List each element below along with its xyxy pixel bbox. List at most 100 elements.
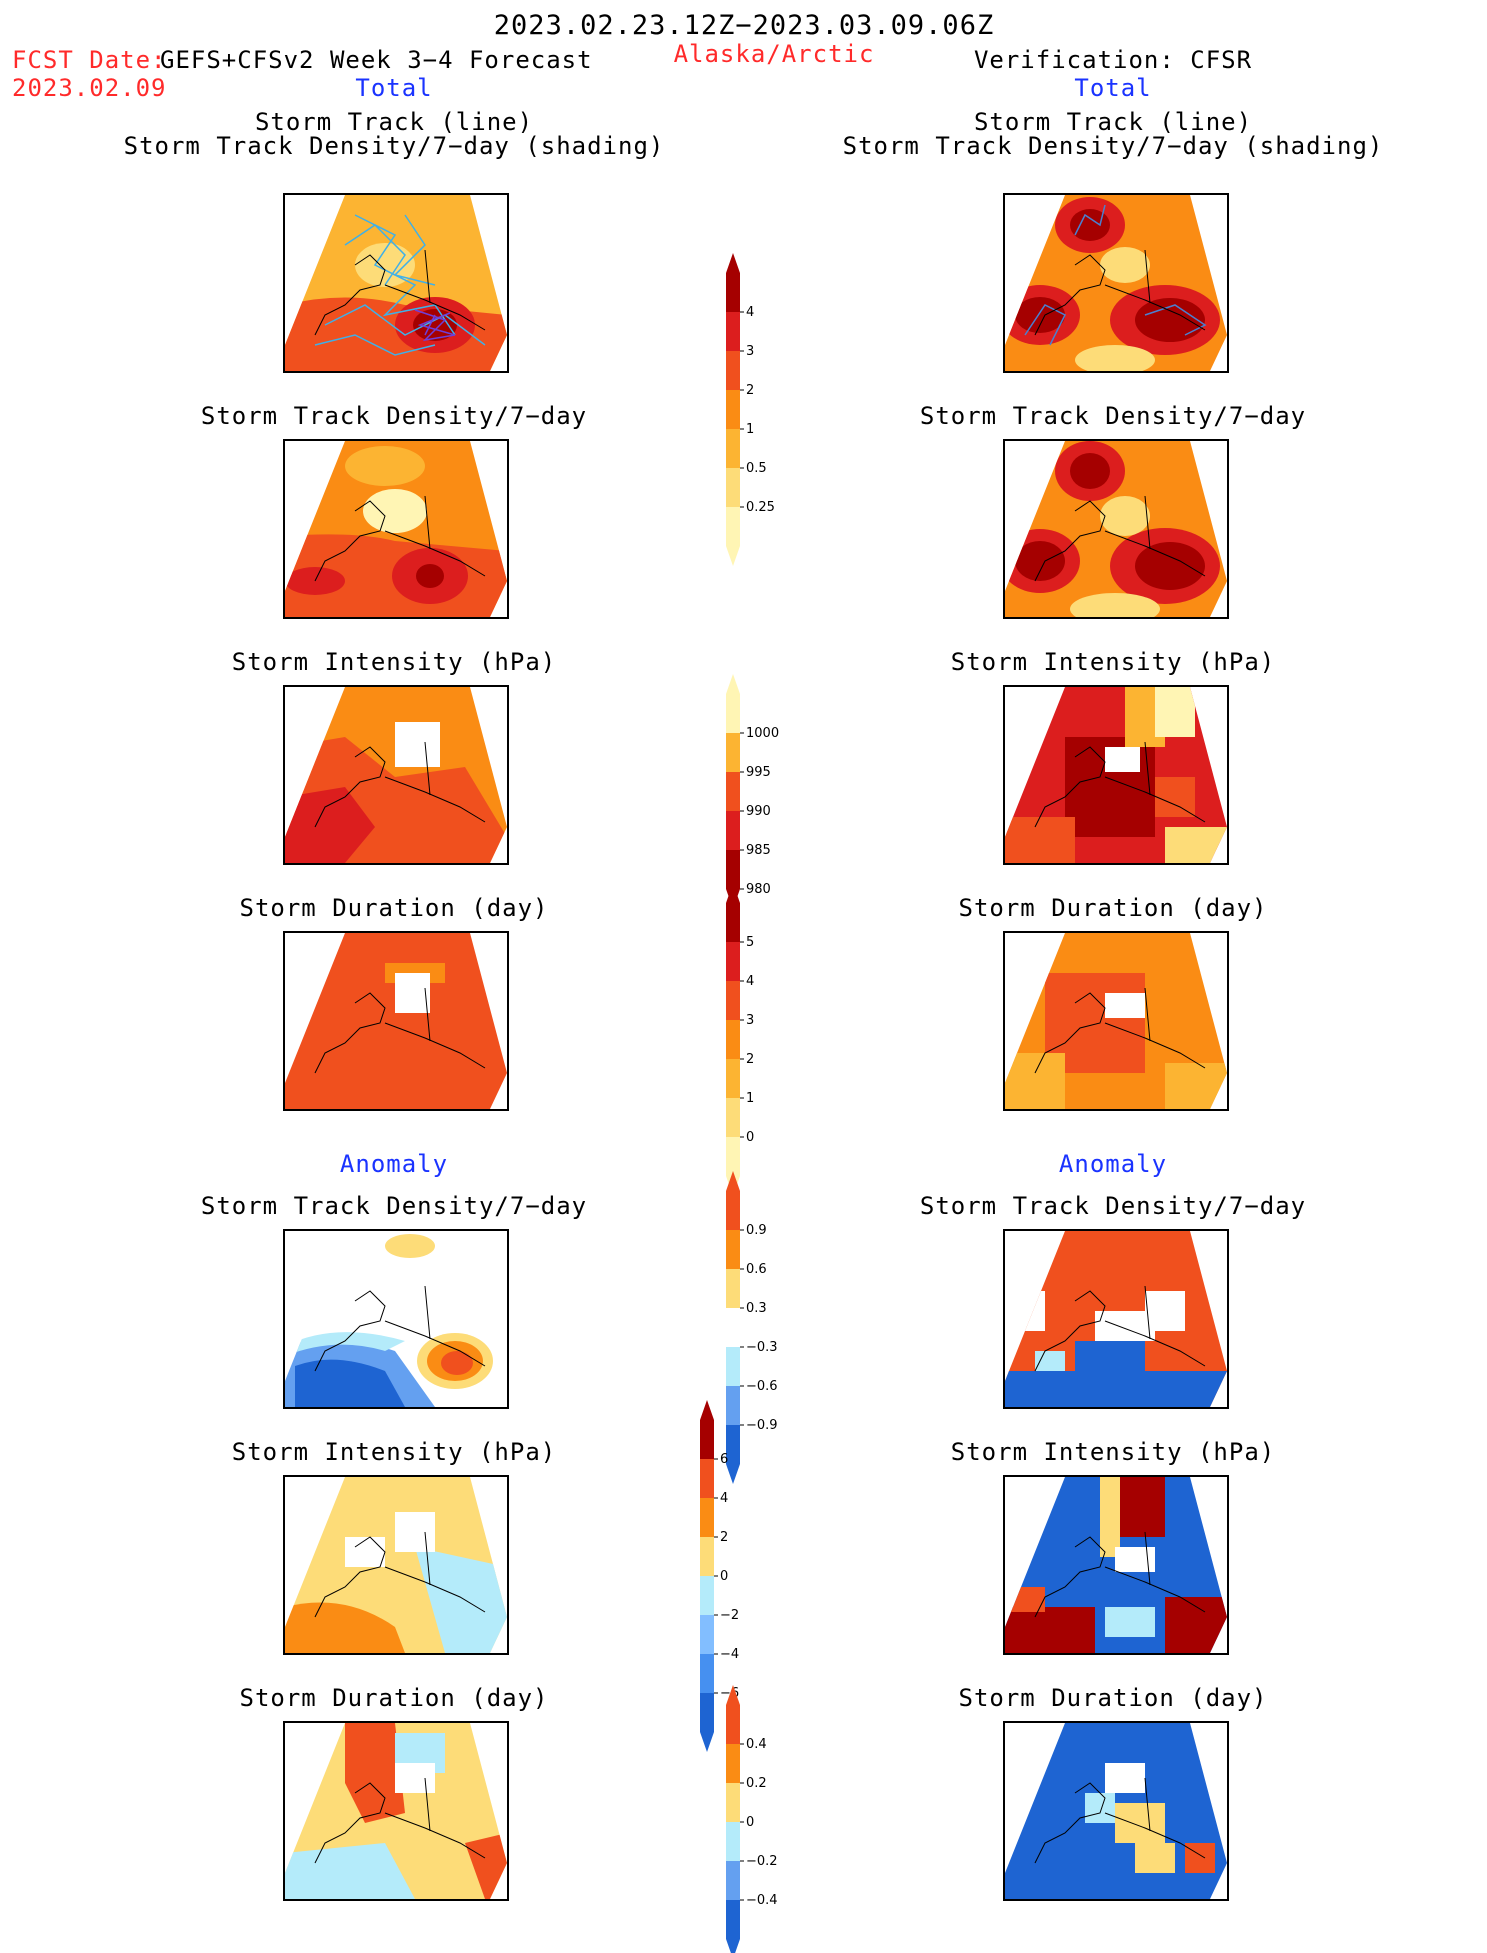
colorbar-label: 5 <box>746 935 754 950</box>
colorbar-label: 1000 <box>746 726 779 741</box>
colorbar-label: 995 <box>746 765 771 780</box>
left-duration-anom-map <box>283 1721 509 1901</box>
colorbar-label: −0.4 <box>746 1893 778 1908</box>
colorbar-segment <box>726 429 740 468</box>
colorbar-segment <box>726 1137 740 1176</box>
left-intensity-title: Storm Intensity (hPa) <box>231 648 557 676</box>
colorbar-label: 1 <box>746 422 754 437</box>
colorbar-segment <box>726 1425 740 1464</box>
model-title: GEFS+CFSv2 Week 3−4 Forecast <box>160 46 593 74</box>
colorbar-label: 0.4 <box>746 1737 767 1752</box>
right-density-anom-map <box>1003 1229 1229 1409</box>
colorbar-label: −2 <box>720 1608 739 1623</box>
colorbar-bottom-arrow <box>726 1464 740 1484</box>
colorbar-segment <box>700 1459 714 1498</box>
colorbar-label: 4 <box>746 305 754 320</box>
left-intensity-anom-title: Storm Intensity (hPa) <box>231 1438 557 1466</box>
colorbar-segment <box>726 1191 740 1230</box>
left-intensity-map <box>283 685 509 865</box>
right-density-map <box>1003 439 1229 619</box>
colorbar-segment <box>726 942 740 981</box>
right-intensity-title: Storm Intensity (hPa) <box>950 648 1276 676</box>
colorbar-top-arrow <box>726 253 740 273</box>
colorbar-segment <box>726 1308 740 1347</box>
right-total-label: Total <box>1074 74 1152 102</box>
colorbar-segment <box>726 903 740 942</box>
left-duration-title: Storm Duration (day) <box>239 894 549 922</box>
colorbar-label: 980 <box>746 882 771 897</box>
colorbar-label: 0.9 <box>746 1223 767 1238</box>
colorbar-top-arrow <box>726 883 740 903</box>
colorbar-segment <box>726 507 740 546</box>
right-duration-title: Storm Duration (day) <box>958 894 1268 922</box>
left-track-map <box>283 193 509 373</box>
colorbar-segment <box>726 811 740 850</box>
right-track-line-title: Storm Track (line) <box>973 108 1253 136</box>
left-track-line-title: Storm Track (line) <box>254 108 534 136</box>
colorbar-top-arrow <box>700 1400 714 1420</box>
colorbar-label: −4 <box>720 1647 739 1662</box>
density-anom-colorbar: 0.9 0.6 0.3 −0.3 −0.6 −0.9 <box>726 1171 796 1484</box>
colorbar-segment <box>700 1693 714 1732</box>
colorbar-segment <box>726 850 740 889</box>
colorbar-segment <box>726 312 740 351</box>
left-anomaly-label: Anomaly <box>339 1150 449 1178</box>
colorbar-segment <box>726 981 740 1020</box>
colorbar-label: 4 <box>720 1491 728 1506</box>
colorbar-segment <box>700 1576 714 1615</box>
colorbar-label: −0.9 <box>746 1418 778 1433</box>
colorbar-segment <box>726 390 740 429</box>
right-intensity-anom-title: Storm Intensity (hPa) <box>950 1438 1276 1466</box>
period-title: 2023.02.23.12Z−2023.03.09.06Z <box>493 10 995 41</box>
density-colorbar: 4 3 2 1 0.5 0.25 <box>726 253 796 566</box>
colorbar-segment <box>726 1347 740 1386</box>
density-colorbar-svg: 4 3 2 1 0.5 0.25 <box>726 253 775 566</box>
colorbar-label: −0.3 <box>746 1340 778 1355</box>
density_anom-colorbar-svg: 0.9 0.6 0.3 −0.3 −0.6 −0.9 <box>726 1171 778 1484</box>
colorbar-label: 0.2 <box>746 1776 767 1791</box>
colorbar-label: 3 <box>746 1013 754 1028</box>
fcst-date: 2023.02.09 <box>12 74 167 102</box>
colorbar-segment <box>726 733 740 772</box>
left-track-shading-title: Storm Track Density/7−day (shading) <box>123 132 665 160</box>
right-duration-map <box>1003 931 1229 1111</box>
intensity-colorbar: 1000 995 990 985 980 <box>726 674 796 909</box>
left-duration-anom-title: Storm Duration (day) <box>239 1684 549 1712</box>
colorbar-label: 985 <box>746 843 771 858</box>
colorbar-segment <box>700 1537 714 1576</box>
right-duration-anom-map <box>1003 1721 1229 1901</box>
colorbar-top-arrow <box>726 674 740 694</box>
colorbar-label: 0.5 <box>746 461 767 476</box>
colorbar-segment <box>726 1098 740 1137</box>
colorbar-segment <box>700 1615 714 1654</box>
colorbar-label: 2 <box>746 1052 754 1067</box>
colorbar-segment <box>726 1705 740 1744</box>
left-density-title: Storm Track Density/7−day <box>200 402 588 430</box>
colorbar-segment <box>726 1020 740 1059</box>
left-intensity-anom-map <box>283 1475 509 1655</box>
colorbar-segment <box>726 694 740 733</box>
fcst-date-label: FCST Date: <box>12 46 167 74</box>
colorbar-bottom-arrow <box>700 1732 714 1752</box>
colorbar-segment <box>726 772 740 811</box>
right-intensity-anom-map <box>1003 1475 1229 1655</box>
colorbar-segment <box>726 1269 740 1308</box>
colorbar-segment <box>726 1230 740 1269</box>
verification-title: Verification: CFSR <box>973 46 1253 74</box>
colorbar-segment <box>726 468 740 507</box>
colorbar-label: 990 <box>746 804 771 819</box>
colorbar-bottom-arrow <box>726 546 740 566</box>
colorbar-segment <box>700 1654 714 1693</box>
colorbar-segment <box>726 1783 740 1822</box>
colorbar-bottom-arrow <box>726 1939 740 1953</box>
colorbar-label: 6 <box>720 1452 728 1467</box>
colorbar-label: 1 <box>746 1091 754 1106</box>
region-title: Alaska/Arctic <box>673 40 875 68</box>
duration-colorbar: 5 4 3 2 1 0 <box>726 883 796 1196</box>
left-duration-map <box>283 931 509 1111</box>
colorbar-segment <box>726 1744 740 1783</box>
right-track-map <box>1003 193 1229 373</box>
right-track-shading-title: Storm Track Density/7−day (shading) <box>842 132 1384 160</box>
colorbar-segment <box>726 1059 740 1098</box>
